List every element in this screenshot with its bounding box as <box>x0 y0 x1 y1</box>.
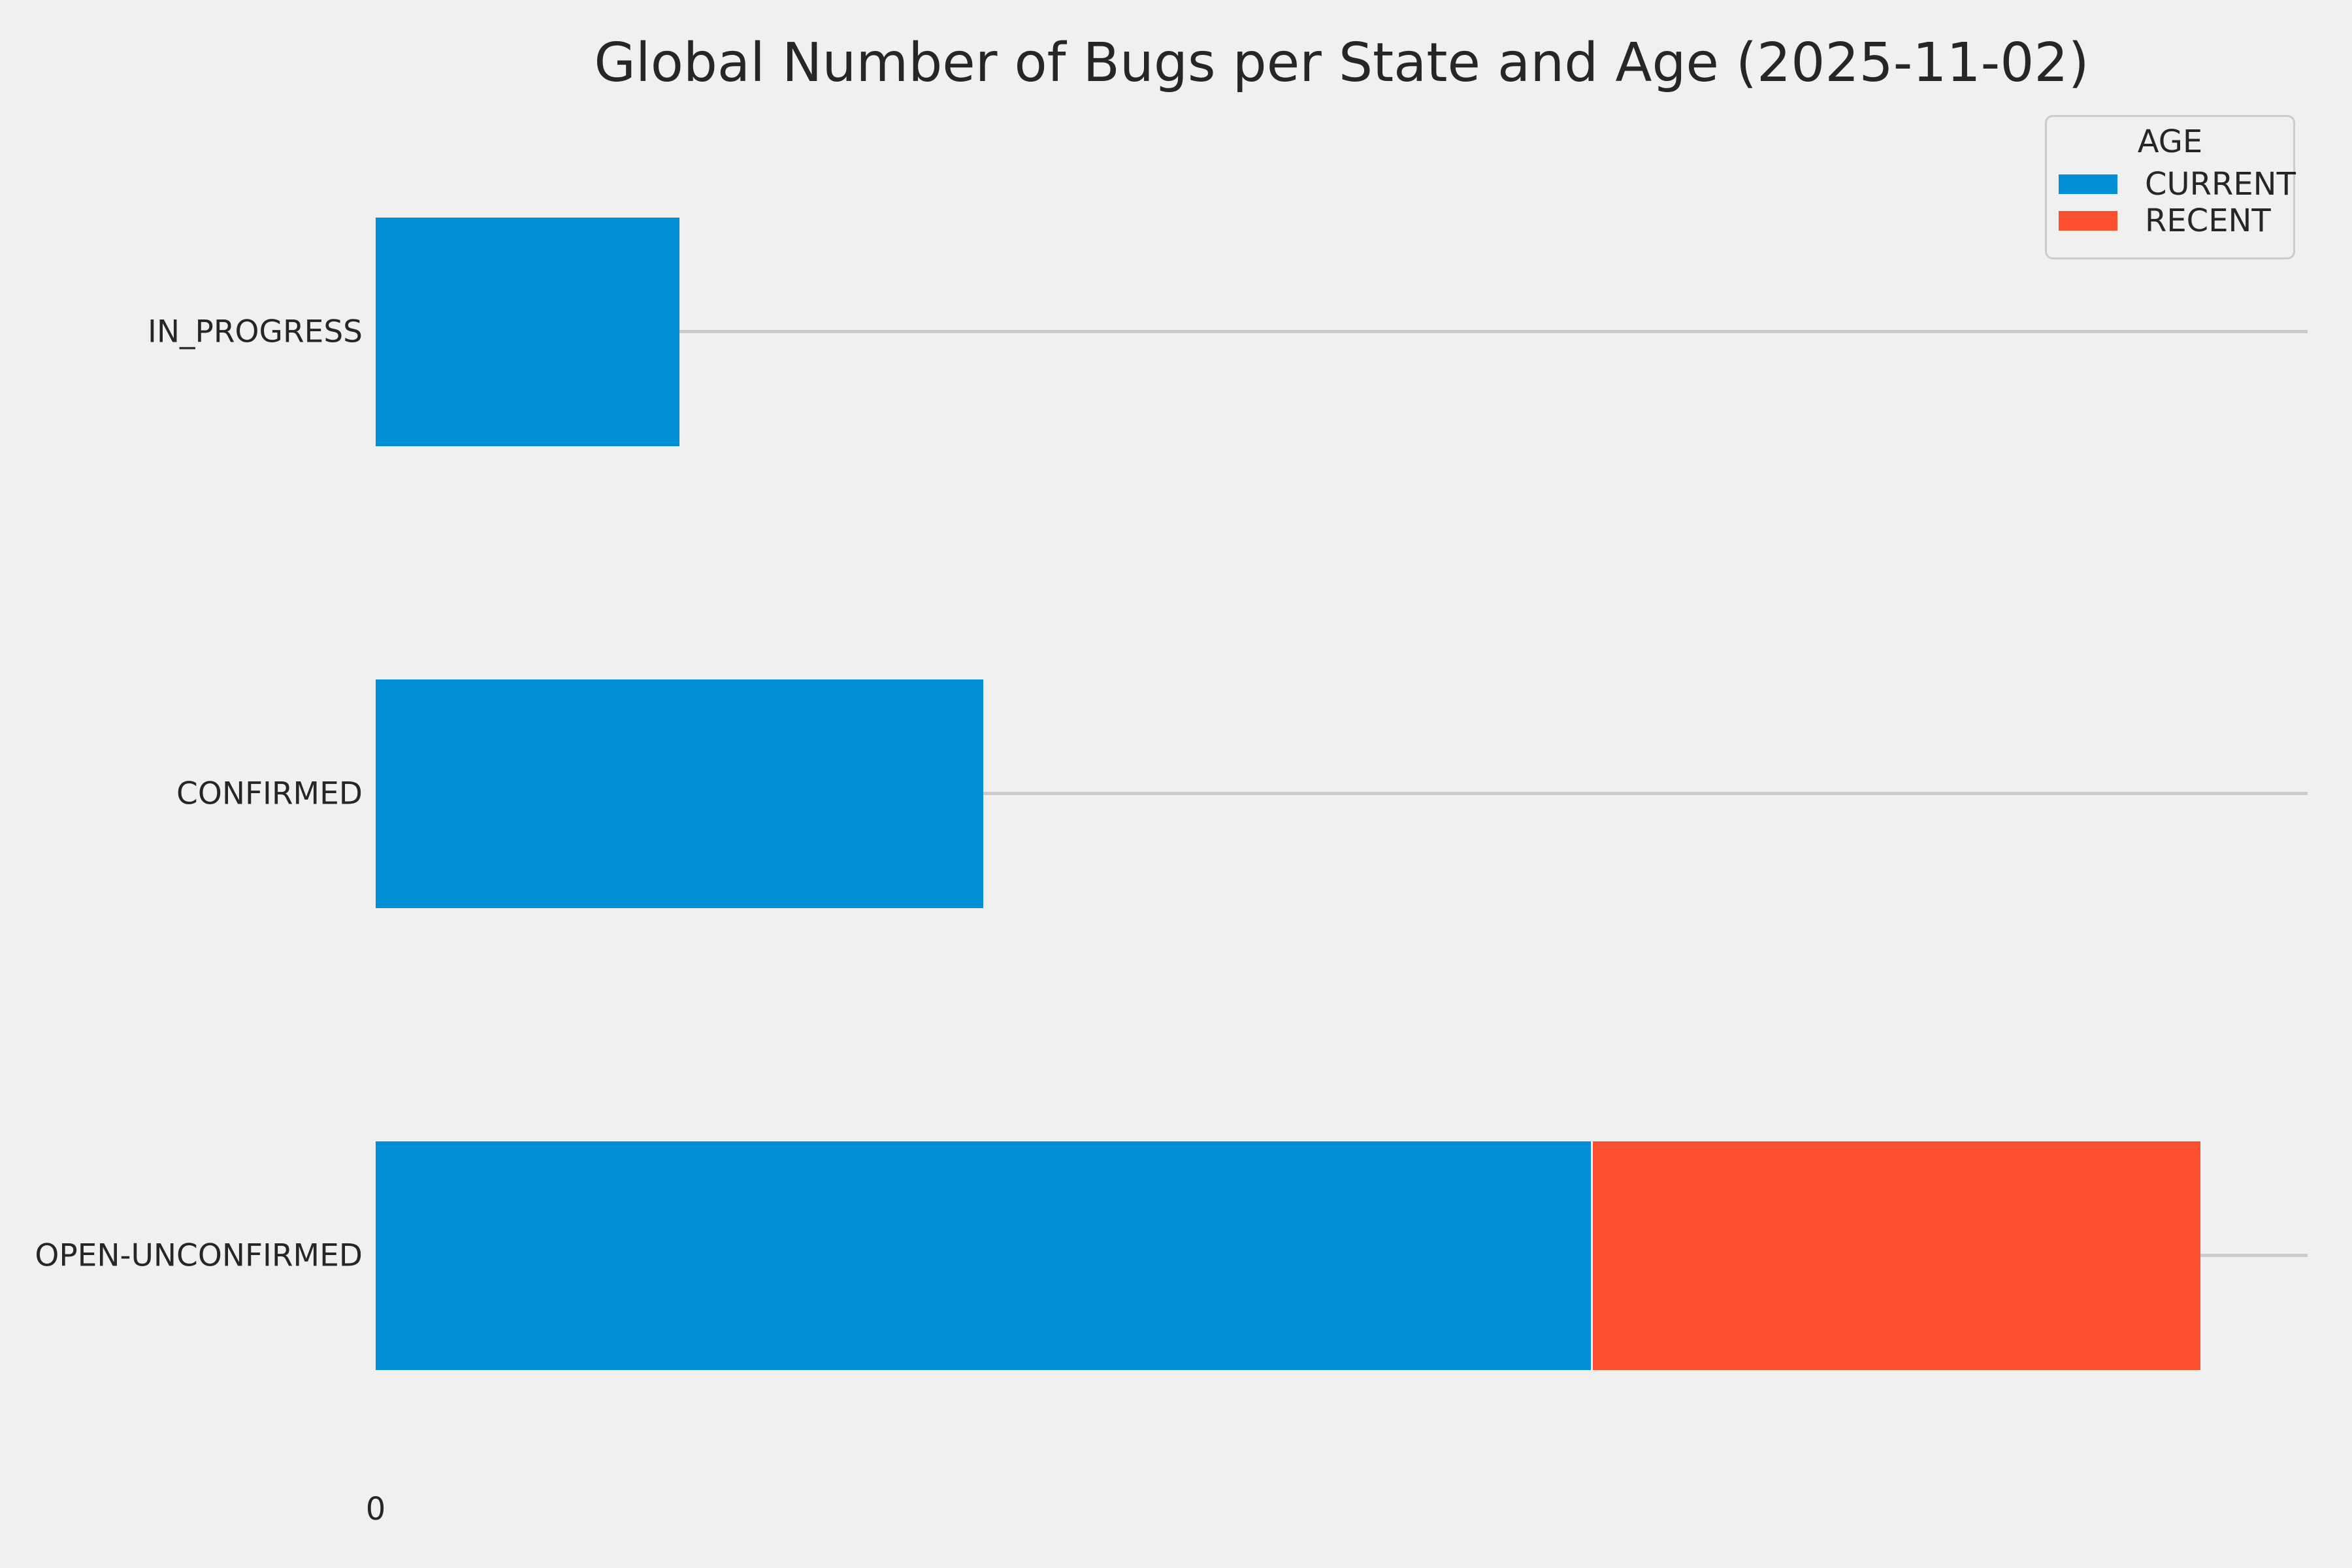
bar-row-in_progress <box>376 217 679 446</box>
legend-entry-current: CURRENT <box>2059 166 2296 203</box>
category-gridline <box>376 330 2308 333</box>
category-gridline <box>376 792 2308 795</box>
bar-segment-current <box>376 1141 1591 1370</box>
bar-segment-current <box>376 679 983 908</box>
bar-row-confirmed <box>376 679 983 908</box>
legend-swatch-recent <box>2059 210 2117 231</box>
legend-entry-recent: RECENT <box>2059 203 2281 239</box>
y-tick-label-confirmed: CONFIRMED <box>176 776 363 811</box>
legend-label-recent: RECENT <box>2145 202 2271 239</box>
y-tick-label-in_progress: IN_PROGRESS <box>148 314 363 350</box>
legend: AGE CURRENT RECENT <box>2045 115 2296 259</box>
chart-title: Global Number of Bugs per State and Age … <box>594 32 2089 94</box>
legend-label-current: CURRENT <box>2145 165 2296 203</box>
y-tick-label-open-unconfirmed: OPEN-UNCONFIRMED <box>35 1237 363 1273</box>
y-axis: IN_PROGRESS CONFIRMED OPEN-UNCONFIRMED <box>0 101 363 1486</box>
legend-swatch-current <box>2059 174 2117 194</box>
bar-segment-recent <box>1590 1141 2200 1370</box>
bar-segment-current <box>376 217 679 446</box>
bar-row-open-unconfirmed <box>376 1141 2200 1370</box>
x-axis-tick-label: 0 <box>365 1491 386 1527</box>
plot-area <box>376 101 2308 1486</box>
legend-title: AGE <box>2137 123 2203 160</box>
